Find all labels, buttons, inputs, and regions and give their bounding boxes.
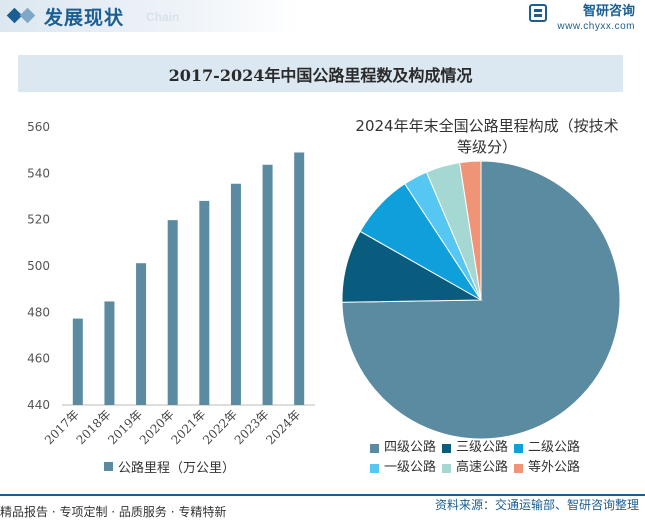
pie-legend-item: 等外公路 xyxy=(514,458,580,478)
pie-legend-label: 等外公路 xyxy=(528,460,581,475)
x-tick-label: 2017年 xyxy=(42,407,82,447)
footer-divider xyxy=(0,494,645,496)
pie-legend: 四级公路 三级公路 二级公路一级公路 高速公路 等外公路 xyxy=(370,438,610,478)
chart-main-title: 2017-2024年中国公路里程数及构成情况 xyxy=(18,55,623,92)
pie-slice xyxy=(341,160,621,440)
bar xyxy=(262,164,273,405)
pie-legend-swatch xyxy=(442,443,452,453)
bar-chart-axes: 440 460 480 500 520 540 560 xyxy=(27,120,315,412)
footer-source: 资料来源：交通运输部、智研咨询整理 xyxy=(434,498,639,512)
x-tick-label: 2019年 xyxy=(105,407,145,447)
brand-logo[interactable]: 智研咨询 www.chyxx.com xyxy=(529,4,635,34)
x-tick-label: 2022年 xyxy=(200,407,240,447)
pie-chart-slices xyxy=(341,160,621,440)
pie-legend-label: 三级公路 xyxy=(456,440,509,455)
bar xyxy=(136,263,147,405)
logo-url[interactable]: www.chyxx.com xyxy=(557,21,635,32)
x-tick-label: 2020年 xyxy=(137,407,177,447)
pie-legend-swatch xyxy=(370,443,379,453)
header-subtitle: Chain xyxy=(146,10,180,24)
pie-legend-item: 三级公路 xyxy=(442,438,508,458)
logo-name: 智研咨询 xyxy=(582,4,635,19)
pie-slice xyxy=(459,160,482,301)
pie-legend-swatch xyxy=(442,463,452,473)
pie-legend-swatch xyxy=(514,443,524,453)
bar xyxy=(230,183,241,405)
bar xyxy=(167,220,178,405)
header-title: 发展现状 xyxy=(44,7,125,29)
header-bar xyxy=(0,0,300,32)
pie-legend-item: 二级公路 xyxy=(514,438,580,458)
y-tick-label: 520 xyxy=(27,213,50,227)
x-tick-label: 2021年 xyxy=(168,407,208,447)
header: 发展现状 Chain 智研咨询 www.chyxx.com xyxy=(0,0,645,38)
logo-icon xyxy=(529,4,548,22)
pie-legend-label: 一级公路 xyxy=(384,460,437,475)
pie-legend-label: 高速公路 xyxy=(456,460,509,475)
pie-legend-item: 高速公路 xyxy=(442,458,508,478)
y-tick-label: 440 xyxy=(27,398,50,412)
pie-chart-title: 2024年年末全国公路里程构成（按技术等级分） xyxy=(355,117,619,156)
y-tick-label: 480 xyxy=(27,305,50,319)
bar-legend-label: 公路里程（万公里） xyxy=(118,461,236,476)
y-tick-label: 560 xyxy=(27,120,50,134)
pie-legend-label: 二级公路 xyxy=(528,440,581,455)
pie-legend-swatch xyxy=(370,463,379,473)
footer-tagline: 精品报告 · 专项定制 · 品质服务 · 专精特新 xyxy=(0,505,227,519)
bar-legend-swatch xyxy=(104,462,113,471)
bar xyxy=(294,152,305,405)
bar xyxy=(72,318,83,405)
y-tick-label: 500 xyxy=(27,259,50,273)
x-tick-label: 2024年 xyxy=(263,407,303,447)
pie-legend-swatch xyxy=(514,463,524,473)
y-tick-label: 460 xyxy=(27,352,50,366)
bar xyxy=(104,301,115,405)
x-tick-label: 2023年 xyxy=(232,407,272,447)
pie-legend-item: 四级公路 xyxy=(370,438,436,458)
pie-legend-item: 一级公路 xyxy=(370,458,436,478)
y-tick-label: 540 xyxy=(27,166,50,180)
bar-legend: 公路里程（万公里） xyxy=(104,457,235,476)
pie-legend-label: 四级公路 xyxy=(384,440,437,455)
bar xyxy=(199,200,210,405)
x-tick-label: 2018年 xyxy=(74,407,114,447)
